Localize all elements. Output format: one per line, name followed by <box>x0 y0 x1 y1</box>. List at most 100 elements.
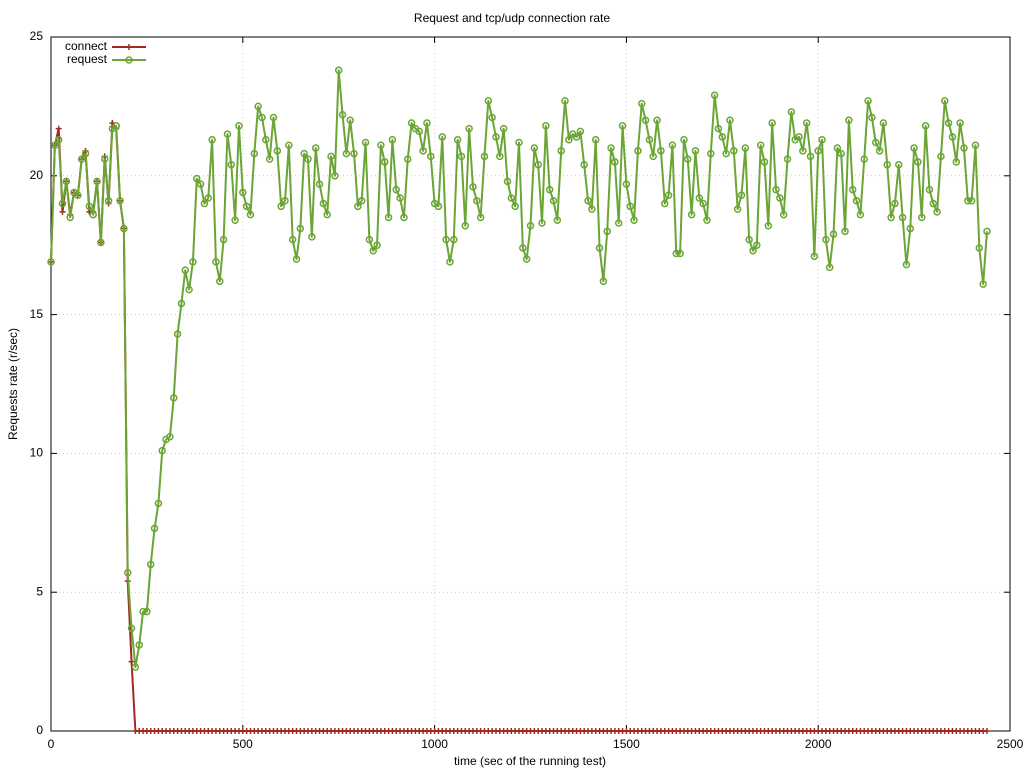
data-point <box>779 210 788 219</box>
data-point <box>469 183 477 191</box>
data-point <box>599 277 608 286</box>
data-point <box>776 194 784 202</box>
data-point <box>745 235 753 244</box>
data-point <box>473 197 481 205</box>
data-point <box>400 213 408 222</box>
data-point <box>941 97 949 105</box>
data-point <box>77 155 86 163</box>
data-point <box>269 113 278 122</box>
y-tick-label: 25 <box>30 29 44 43</box>
data-point <box>952 158 961 166</box>
data-point <box>768 119 776 127</box>
data-point <box>208 135 216 144</box>
data-point <box>189 258 197 266</box>
data-point <box>116 197 124 205</box>
data-point <box>81 149 90 158</box>
data-point <box>511 202 519 211</box>
data-point <box>898 213 907 222</box>
data-point <box>630 216 638 224</box>
data-point <box>964 197 972 205</box>
data-point <box>929 199 938 208</box>
data-point <box>423 119 431 127</box>
data-point <box>74 191 82 199</box>
data-point <box>657 147 665 155</box>
data-point <box>645 135 654 144</box>
data-point <box>438 133 447 141</box>
data-point <box>772 185 780 194</box>
data-point <box>227 160 236 169</box>
data-point <box>85 202 94 211</box>
data-point <box>204 194 213 202</box>
data-point <box>216 277 224 286</box>
data-point <box>58 199 67 208</box>
data-point <box>258 113 266 122</box>
data-point <box>392 185 400 194</box>
data-point <box>104 197 113 205</box>
x-axis-label: time (sec of the running test) <box>454 754 606 768</box>
data-point <box>611 158 619 166</box>
data-point <box>756 141 765 150</box>
data-point <box>327 152 335 161</box>
data-point <box>691 147 700 155</box>
data-point <box>841 227 849 236</box>
data-point <box>139 607 147 616</box>
data-point <box>549 197 558 205</box>
data-point <box>427 152 435 161</box>
data-point <box>242 202 251 211</box>
data-point <box>584 197 592 205</box>
data-point <box>219 235 228 244</box>
data-point <box>918 213 926 222</box>
data-point <box>150 524 159 533</box>
data-point <box>572 133 581 141</box>
data-point <box>618 122 627 130</box>
data-point <box>484 97 493 105</box>
data-point <box>526 222 535 230</box>
data-point <box>100 155 109 163</box>
data-point <box>288 235 297 244</box>
data-point <box>753 241 761 249</box>
data-point <box>622 180 631 188</box>
x-tick-label: 0 <box>48 737 55 751</box>
data-point <box>181 266 190 274</box>
data-point <box>538 219 546 227</box>
data-point <box>960 144 968 152</box>
data-point <box>561 97 569 105</box>
data-point <box>338 110 347 119</box>
x-tick-label: 1500 <box>613 737 640 751</box>
data-point <box>166 432 174 441</box>
data-point <box>676 249 684 258</box>
data-point <box>822 235 830 244</box>
data-point <box>956 119 964 127</box>
data-point <box>507 194 516 202</box>
data-point <box>319 199 328 208</box>
data-point <box>515 138 523 147</box>
data-point <box>614 219 623 227</box>
data-point <box>921 122 930 130</box>
data-point <box>380 158 389 166</box>
data-point <box>868 113 876 122</box>
data-point <box>810 252 819 261</box>
data-point <box>135 641 143 649</box>
data-point <box>875 147 884 155</box>
data-point <box>442 235 450 244</box>
data-point <box>62 177 71 186</box>
data-point <box>369 247 377 255</box>
data-point <box>542 122 550 130</box>
data-point <box>461 222 470 230</box>
data-point <box>250 149 259 158</box>
data-point <box>342 149 351 158</box>
data-point <box>944 119 953 127</box>
data-point <box>818 135 826 144</box>
data-point <box>185 285 193 294</box>
data-point <box>707 149 715 158</box>
data-point <box>292 255 301 263</box>
data-point <box>848 185 857 194</box>
data-point <box>434 202 443 211</box>
data-point <box>588 205 596 213</box>
y-tick-label: 15 <box>30 307 44 321</box>
data-point <box>603 227 611 236</box>
data-point <box>223 130 232 138</box>
data-point <box>580 160 588 169</box>
data-point <box>465 124 473 133</box>
data-point <box>687 210 696 219</box>
